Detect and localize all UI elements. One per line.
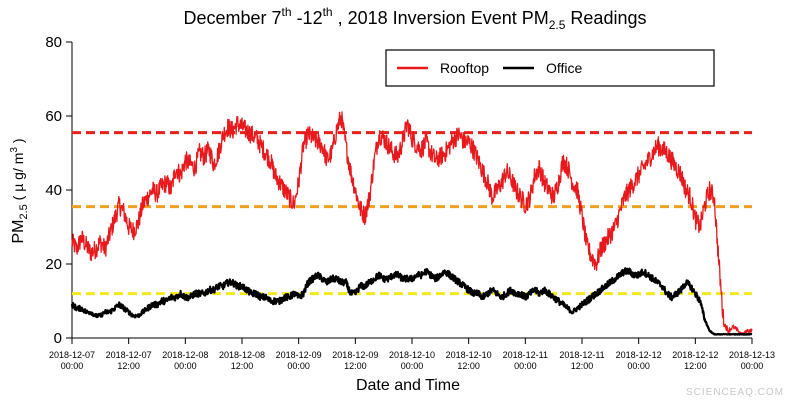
series-layer — [70, 111, 753, 336]
x-tick-label-date: 2018-12-09 — [276, 350, 322, 360]
x-tick-label-date: 2018-12-11 — [503, 350, 548, 360]
x-tick-label-date: 2018-12-08 — [162, 350, 208, 360]
x-tick-label-date: 2018-12-07 — [49, 350, 95, 360]
x-tick-label-time: 12:00 — [231, 361, 254, 371]
x-tick-label-date: 2018-12-08 — [219, 350, 265, 360]
x-axis-label: Date and Time — [356, 377, 460, 394]
y-tick-label: 20 — [45, 256, 62, 273]
x-tick-label-date: 2018-12-10 — [389, 350, 435, 360]
y-tick-label: 0 — [54, 330, 62, 347]
x-tick-label-time: 00:00 — [401, 361, 424, 371]
legend-label-rooftop: Rooftop — [440, 60, 489, 76]
watermark: SCIENCEAQ.COM — [686, 387, 784, 398]
y-tick-label: 40 — [45, 182, 62, 199]
x-tick-label-time: 00:00 — [174, 361, 197, 371]
x-tick-label-date: 2018-12-12 — [616, 350, 662, 360]
x-tick-label-date: 2018-12-13 — [729, 350, 775, 360]
x-tick-label-time: 00:00 — [287, 361, 310, 371]
chart-title: December 7th -12th , 2018 Inversion Even… — [184, 5, 647, 32]
reference-lines — [72, 131, 752, 296]
x-tick-label-time: 00:00 — [741, 361, 764, 371]
x-tick-label-date: 2018-12-07 — [106, 350, 152, 360]
x-tick-label-time: 00:00 — [61, 361, 84, 371]
legend-box — [385, 49, 715, 87]
y-axis-label: PM2.5 ( µ g/ m3 ) — [9, 138, 30, 243]
series-line-rooftop — [71, 111, 753, 336]
axes: 0204060802018-12-0700:002018-12-0712:002… — [45, 34, 775, 371]
y-tick-label: 60 — [45, 108, 62, 125]
series-line-office — [70, 267, 753, 336]
x-tick-label-time: 12:00 — [344, 361, 367, 371]
legend-label-office: Office — [546, 60, 583, 76]
x-tick-label-date: 2018-12-12 — [672, 350, 718, 360]
x-tick-label-date: 2018-12-10 — [446, 350, 492, 360]
x-tick-label-date: 2018-12-11 — [559, 350, 604, 360]
x-tick-label-time: 12:00 — [684, 361, 707, 371]
legend: Rooftop Office — [385, 49, 715, 87]
y-tick-label: 80 — [45, 34, 62, 51]
x-tick-label-date: 2018-12-09 — [332, 350, 378, 360]
x-tick-label-time: 12:00 — [457, 361, 480, 371]
x-tick-label-time: 12:00 — [571, 361, 594, 371]
x-tick-label-time: 00:00 — [514, 361, 537, 371]
x-tick-label-time: 00:00 — [627, 361, 650, 371]
x-tick-label-time: 12:00 — [117, 361, 140, 371]
